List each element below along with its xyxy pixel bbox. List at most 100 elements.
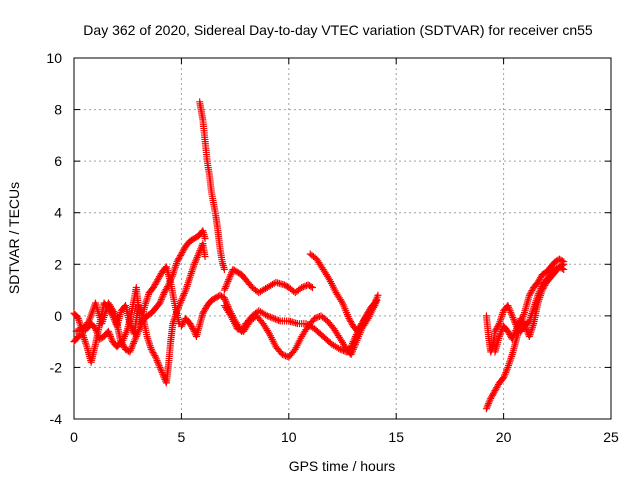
data-point <box>157 296 165 304</box>
data-point <box>271 315 279 323</box>
data-point <box>82 339 90 347</box>
data-point <box>127 346 135 354</box>
data-point <box>504 302 512 310</box>
data-point <box>537 274 545 282</box>
data-point <box>180 245 188 253</box>
data-point <box>268 314 276 322</box>
data-point <box>177 298 185 306</box>
data-point <box>492 326 500 334</box>
data-point <box>74 327 82 335</box>
data-point <box>180 291 188 299</box>
data-point <box>154 358 162 366</box>
data-point <box>355 324 363 332</box>
data-point <box>220 265 228 273</box>
data-point <box>490 388 498 396</box>
data-point <box>541 281 549 289</box>
series-sat-j <box>482 255 568 413</box>
data-point <box>145 340 153 348</box>
data-point <box>177 250 185 258</box>
data-point <box>128 343 136 351</box>
data-point <box>189 324 197 332</box>
data-point <box>127 345 135 353</box>
data-point <box>349 347 357 355</box>
data-point <box>312 314 320 322</box>
data-point <box>184 281 192 289</box>
data-point <box>505 329 513 337</box>
data-point <box>359 318 367 326</box>
data-point <box>508 352 516 360</box>
data-point <box>132 334 140 342</box>
data-point <box>488 393 496 401</box>
x-tick-label: 5 <box>178 429 186 445</box>
y-tick-label: 10 <box>46 50 62 66</box>
data-point <box>129 339 137 347</box>
data-point <box>501 370 509 378</box>
data-point <box>153 277 161 285</box>
data-point <box>179 319 187 327</box>
data-point <box>503 365 511 373</box>
data-point <box>275 316 283 324</box>
chart-title: Day 362 of 2020, Sidereal Day-to-day VTE… <box>83 22 593 38</box>
data-point <box>153 357 161 365</box>
data-point <box>335 344 343 352</box>
data-point <box>201 235 209 242</box>
data-point <box>560 258 568 266</box>
data-point <box>72 327 80 335</box>
data-point <box>163 284 171 292</box>
data-point <box>350 344 358 352</box>
data-point <box>267 313 275 321</box>
x-tick-label: 10 <box>281 429 297 445</box>
data-point <box>345 314 353 322</box>
data-point <box>144 336 152 344</box>
data-point <box>152 353 160 361</box>
data-point <box>144 334 152 342</box>
data-point <box>280 351 288 359</box>
series-sat-d <box>196 98 228 273</box>
data-point <box>220 294 228 302</box>
data-point <box>525 291 533 299</box>
data-point <box>358 320 366 328</box>
data-point <box>222 283 230 291</box>
data-point <box>156 299 164 307</box>
data-point <box>347 318 355 326</box>
data-point <box>494 323 502 331</box>
data-point <box>364 309 372 317</box>
data-point <box>178 321 186 329</box>
data-point <box>520 309 528 317</box>
data-point <box>484 401 492 409</box>
data-point <box>520 321 528 329</box>
data-point <box>80 335 88 343</box>
data-point <box>150 350 158 358</box>
data-point <box>360 315 368 323</box>
y-tick-label: -4 <box>50 411 63 427</box>
data-point <box>176 253 184 261</box>
data-point <box>126 348 134 356</box>
data-point <box>129 341 137 349</box>
series-sat-f <box>220 265 316 297</box>
x-tick-label: 0 <box>70 429 78 445</box>
data-point <box>506 358 514 366</box>
data-point <box>485 400 493 408</box>
data-point <box>337 297 345 305</box>
series-sat-g <box>220 302 379 361</box>
data-point <box>226 310 234 318</box>
data-point <box>315 313 323 321</box>
data-point <box>482 405 490 413</box>
series-sat-h <box>306 250 382 335</box>
data-point <box>179 293 187 301</box>
data-point <box>200 308 208 316</box>
data-point <box>360 316 368 324</box>
data-point <box>363 310 371 318</box>
data-point <box>105 329 113 337</box>
data-point <box>193 253 201 261</box>
data-point <box>262 311 270 319</box>
data-point <box>180 290 188 298</box>
axis-ticks <box>73 57 612 420</box>
data-point <box>223 279 231 287</box>
data-point <box>157 297 165 305</box>
data-point <box>534 278 542 286</box>
data-point <box>500 374 508 382</box>
data-point <box>181 288 189 296</box>
data-point <box>177 252 185 260</box>
data-point <box>510 330 518 338</box>
